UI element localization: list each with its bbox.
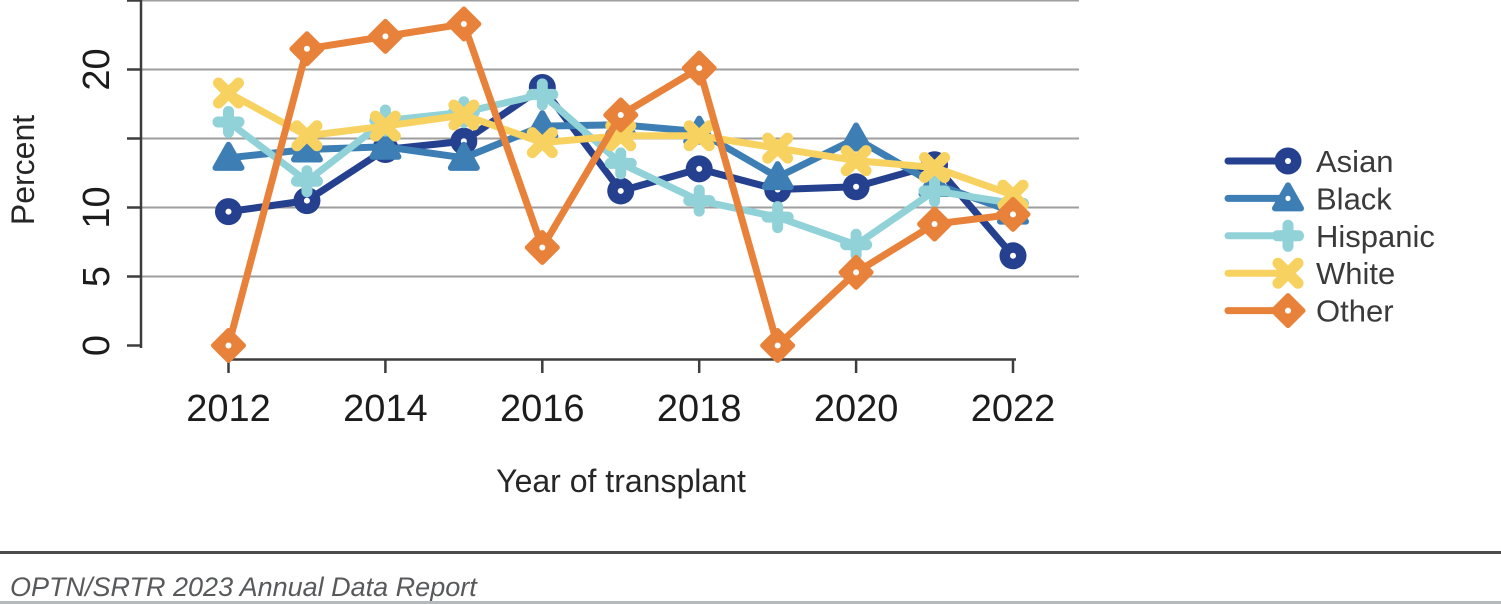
bottom-border — [0, 601, 1501, 604]
marker-center-dot — [1285, 307, 1291, 314]
marker-center-dot — [774, 342, 781, 349]
legend-label-asian: Asian — [1316, 144, 1394, 179]
footer-divider — [0, 551, 1501, 554]
x-marker — [369, 110, 401, 142]
x-marker — [683, 120, 715, 152]
plus-marker — [840, 228, 873, 261]
legend-item-other: Other — [1224, 293, 1394, 329]
marker-center-dot — [1285, 195, 1291, 201]
triangle-marker — [369, 130, 402, 160]
circle-marker — [215, 198, 242, 226]
marker-center-dot — [853, 269, 860, 276]
marker-center-dot — [931, 221, 938, 228]
y-tick-label-20: 20 — [76, 48, 118, 90]
plus-marker — [761, 201, 794, 234]
circle-marker — [293, 187, 321, 215]
legend-label-other: Other — [1316, 294, 1394, 329]
legend-label-hispanic: Hispanic — [1316, 219, 1435, 254]
plus-marker — [290, 165, 323, 198]
legend-label-black: Black — [1316, 181, 1392, 216]
diamond-marker — [995, 196, 1031, 232]
marker-center-dot — [1285, 158, 1291, 164]
marker-center-dot — [460, 20, 467, 27]
triangle-marker — [447, 141, 480, 171]
x-tick-label-2014: 2014 — [343, 388, 428, 430]
legend-item-hispanic: Hispanic — [1224, 219, 1435, 254]
x-marker — [919, 151, 951, 183]
marker-center-dot — [382, 33, 389, 40]
triangle-marker — [840, 122, 873, 152]
marker-center-dot — [853, 183, 860, 190]
x-marker — [840, 145, 872, 177]
y-axis-title: Percent — [5, 115, 41, 225]
legend-item-asian: Asian — [1224, 144, 1394, 179]
y-tick-label-5: 5 — [76, 266, 118, 287]
diamond-marker — [838, 254, 874, 290]
circle-marker — [1274, 147, 1302, 175]
x-marker — [291, 120, 323, 152]
marker-center-dot — [617, 187, 624, 194]
plus-marker — [526, 78, 559, 111]
marker-center-dot — [617, 112, 624, 119]
triangle-marker — [212, 141, 245, 171]
plus-marker — [604, 147, 637, 180]
x-marker — [997, 179, 1029, 211]
diamond-marker — [760, 328, 796, 363]
triangle-marker — [1272, 182, 1304, 212]
series-white — [213, 77, 1029, 211]
plus-marker — [212, 105, 245, 138]
marker-center-dot — [303, 197, 310, 204]
x-tick-label-2020: 2020 — [814, 388, 899, 430]
circle-marker — [607, 177, 635, 205]
diamond-marker — [289, 31, 325, 67]
x-axis-title: Year of transplant — [496, 463, 746, 499]
series-other — [211, 6, 1031, 363]
x-tick-label-2012: 2012 — [186, 388, 271, 430]
x-axis: 2012 2014 2016 2018 2020 2022 Year of transpla… — [186, 358, 1056, 499]
x-marker — [448, 99, 480, 131]
circle-marker — [999, 242, 1027, 270]
plus-marker — [918, 174, 951, 207]
y-tick-label-10: 10 — [76, 186, 118, 228]
y-tick-label-0: 0 — [76, 335, 118, 356]
y-axis: 0 5 10 20 Percent — [5, 0, 143, 356]
plus-marker — [1272, 219, 1304, 252]
marker-center-dot — [696, 165, 703, 172]
transplant-percent-line-chart: 0 5 10 20 Percent 2012 2014 2016 2018 2020 2022 Yea… — [5, 0, 1435, 499]
diamond-marker — [367, 18, 403, 54]
triangle-marker — [761, 161, 794, 191]
diamond-marker — [1270, 293, 1306, 329]
x-marker — [1272, 257, 1304, 289]
diamond-marker — [524, 230, 560, 266]
plus-marker — [683, 184, 716, 217]
marker-center-dot — [225, 208, 232, 215]
marker-center-dot — [303, 45, 310, 52]
circle-marker — [842, 173, 870, 201]
report-credit: OPTN/SRTR 2023 Annual Data Report — [10, 572, 477, 602]
x-tick-label-2022: 2022 — [971, 388, 1056, 430]
marker-center-dot — [696, 65, 703, 72]
x-marker — [213, 77, 244, 109]
legend-item-white: White — [1224, 256, 1395, 291]
diamond-marker — [917, 206, 953, 242]
diamond-marker — [446, 6, 482, 42]
x-tick-label-2018: 2018 — [657, 388, 742, 430]
legend-item-black: Black — [1224, 181, 1392, 216]
marker-center-dot — [225, 342, 232, 349]
x-tick-label-2016: 2016 — [500, 388, 585, 430]
circle-marker — [685, 155, 713, 183]
marker-center-dot — [1010, 211, 1016, 218]
legend-label-white: White — [1316, 256, 1395, 291]
diamond-marker — [211, 328, 246, 363]
x-marker — [526, 127, 558, 159]
marker-center-dot — [539, 244, 546, 251]
x-marker — [762, 132, 794, 164]
diamond-marker — [681, 50, 717, 86]
marker-center-dot — [1010, 252, 1016, 259]
diamond-marker — [603, 97, 639, 133]
